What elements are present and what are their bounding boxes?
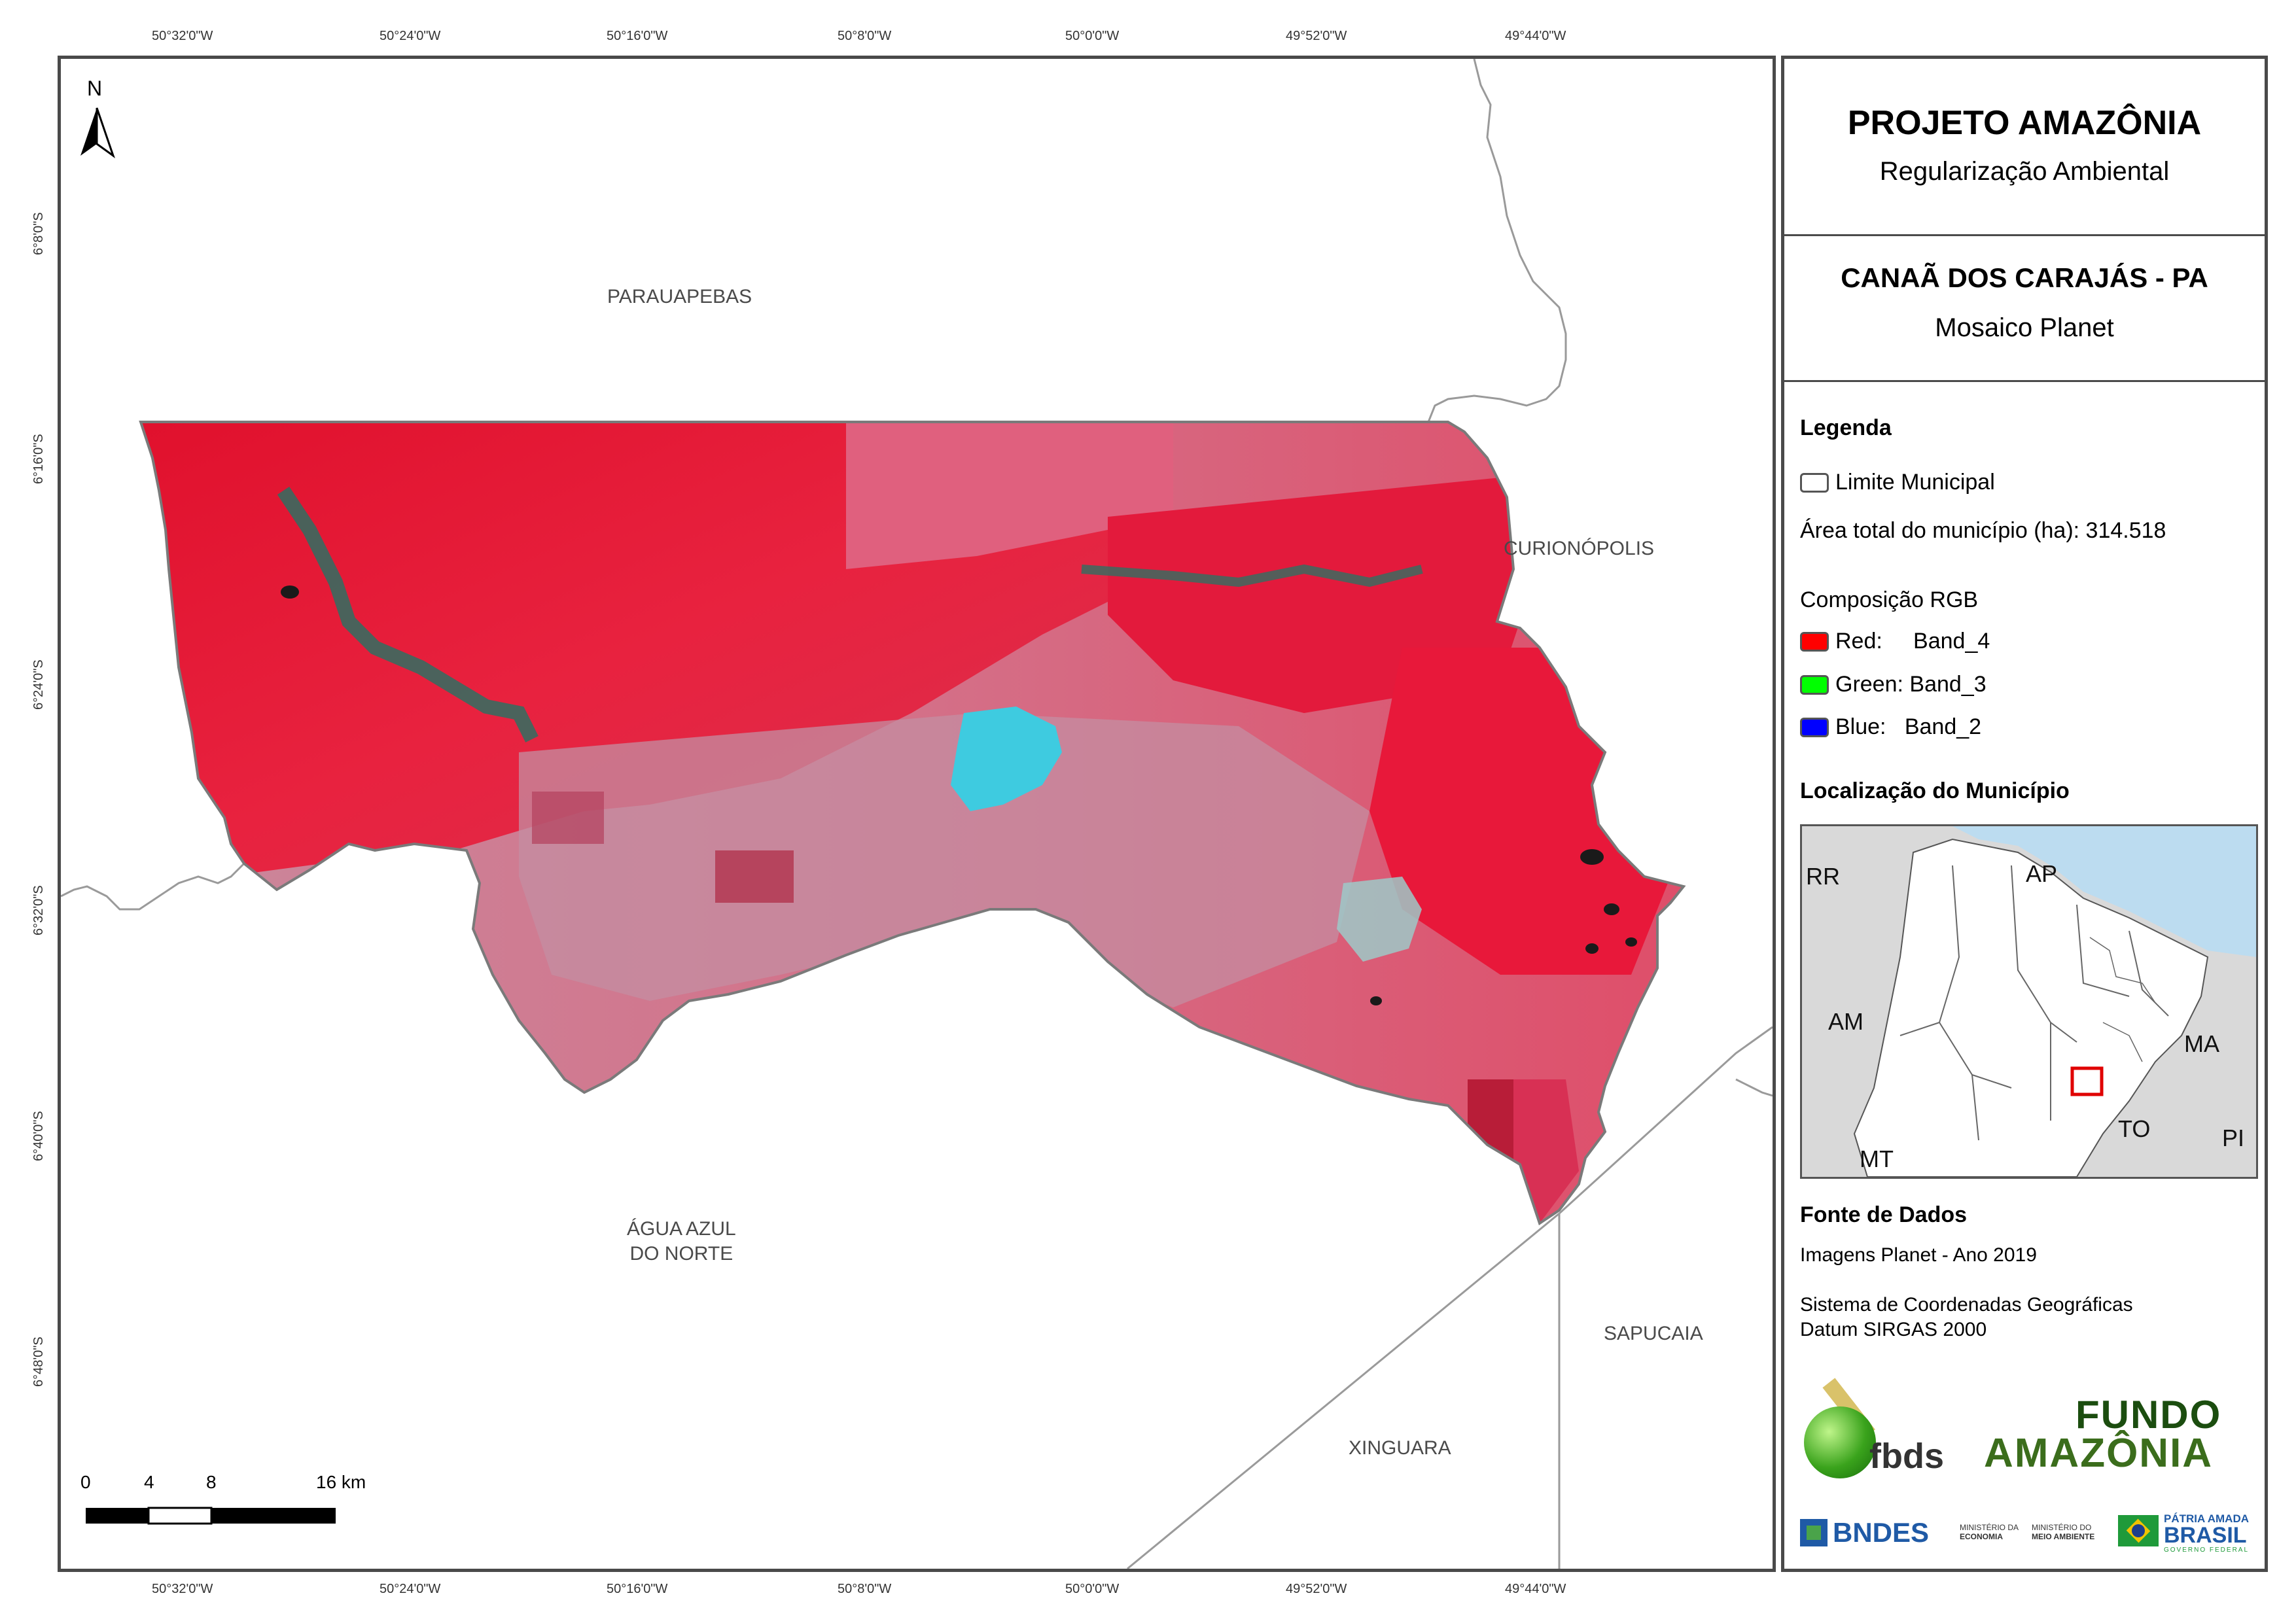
coord-bottom-6: 49°44'0"W — [1505, 1582, 1566, 1596]
fundo-text: FUNDO — [2075, 1393, 2222, 1437]
min-economia-text-2: ECONOMIA — [1960, 1532, 2003, 1541]
north-label: N — [87, 77, 103, 100]
scale-label-8: 8 — [206, 1472, 217, 1492]
source-images: Imagens Planet - Ano 2019 — [1800, 1244, 2037, 1266]
rgb-red: Red: Band_4 — [1835, 629, 1990, 654]
coord-bottom-1: 50°24'0"W — [380, 1582, 441, 1596]
mosaic-label: Mosaico Planet — [1935, 313, 2114, 342]
label-agua-azul: ÁGUA AZUL DO NORTE — [627, 1217, 736, 1266]
project-subtitle: Regularização Ambiental — [1879, 157, 2170, 186]
fundo-amazonia-logo: FUNDO AMAZÔNIA — [1984, 1392, 2259, 1477]
location-title: Localização do Município — [1800, 778, 2070, 803]
fbds-logo: fbds — [1804, 1374, 1961, 1478]
min-economia-text-1: MINISTÉRIO DA — [1960, 1523, 2019, 1532]
project-title: PROJETO AMAZÔNIA — [1847, 104, 2202, 142]
green-swatch-icon — [1800, 675, 1829, 695]
min-ma-text-1: MINISTÉRIO DO — [2032, 1523, 2092, 1532]
coord-left-4: 6°40'0"S — [31, 1111, 46, 1161]
municipal-boundary — [139, 421, 1686, 1226]
amazonia-text: AMAZÔNIA — [1984, 1431, 2214, 1476]
rgb-blue: Blue: Band_2 — [1835, 714, 1982, 739]
min-economia-logo: MINISTÉRIO DA ECONOMIA — [1960, 1523, 2019, 1541]
source-datum: Datum SIRGAS 2000 — [1800, 1319, 1987, 1340]
brazil-flag-icon — [2118, 1515, 2159, 1546]
limit-swatch-icon — [1800, 473, 1829, 493]
patria-text-3: GOVERNO FEDERAL — [2164, 1546, 2250, 1554]
coord-top-4: 50°0'0"W — [1065, 29, 1120, 43]
municipality-title: CANAÃ DOS CARAJÁS - PA — [1841, 262, 2208, 293]
coord-left-1: 6°16'0"S — [31, 434, 46, 484]
label-agua-azul-line2: DO NORTE — [629, 1243, 733, 1265]
loc-rr: RR — [1806, 863, 1840, 890]
map-frame[interactable]: N PARAUAPEBAS CURIONÓPOLIS ÁGUA AZUL DO … — [58, 56, 1776, 1572]
loc-mt: MT — [1860, 1145, 1894, 1172]
municipality-section: CANAÃ DOS CARAJÁS - PA Mosaico Planet — [1784, 236, 2265, 382]
source-coord-system: Sistema de Coordenadas Geográficas — [1800, 1294, 2133, 1316]
coord-top-3: 50°8'0"W — [838, 29, 892, 43]
title-section: PROJETO AMAZÔNIA Regularização Ambiental — [1784, 59, 2265, 236]
legend-title: Legenda — [1800, 415, 1892, 440]
source-title: Fonte de Dados — [1800, 1202, 1968, 1227]
coord-left-2: 6°24'0"S — [31, 659, 46, 710]
scale-label-16: 16 km — [316, 1472, 366, 1492]
label-agua-azul-line1: ÁGUA AZUL — [627, 1218, 736, 1240]
red-swatch-icon — [1800, 632, 1829, 652]
coord-left-0: 6°8'0"S — [31, 212, 46, 255]
loc-pi: PI — [2222, 1125, 2245, 1151]
coord-bottom-4: 50°0'0"W — [1065, 1582, 1120, 1596]
location-map: RR AP AM MA TO PI MT — [1800, 824, 2258, 1179]
blue-swatch-icon — [1800, 718, 1829, 737]
map-canvas — [61, 59, 1773, 1569]
coord-left-3: 6°32'0"S — [31, 885, 46, 935]
loc-ap: AP — [2026, 860, 2058, 887]
min-ma-text-2: MEIO AMBIENTE — [2032, 1532, 2095, 1541]
patria-amada-logo: PÁTRIA AMADA BRASIL GOVERNO FEDERAL — [2118, 1512, 2262, 1554]
info-panel: PROJETO AMAZÔNIA Regularização Ambiental… — [1781, 56, 2268, 1572]
patria-text-1: PÁTRIA AMADA — [2164, 1512, 2250, 1525]
rgb-title: Composição RGB — [1800, 587, 1979, 612]
fbds-logo-text: fbds — [1869, 1437, 1944, 1476]
coord-top-0: 50°32'0"W — [152, 29, 213, 43]
label-parauapebas: PARAUAPEBAS — [607, 286, 752, 307]
legend-area: Área total do município (ha): 314.518 — [1800, 518, 2166, 543]
legend-limit: Limite Municipal — [1835, 470, 1995, 495]
label-xinguara: XINGUARA — [1349, 1437, 1451, 1459]
loc-am: AM — [1828, 1008, 1863, 1035]
coord-bottom-0: 50°32'0"W — [152, 1582, 213, 1596]
label-curionopolis: CURIONÓPOLIS — [1504, 538, 1655, 559]
coord-top-6: 49°44'0"W — [1505, 29, 1566, 43]
coord-bottom-3: 50°8'0"W — [838, 1582, 892, 1596]
scale-bar — [86, 1507, 336, 1525]
coord-top-1: 50°24'0"W — [380, 29, 441, 43]
coord-top-2: 50°16'0"W — [607, 29, 668, 43]
patria-text-2: BRASIL — [2164, 1523, 2247, 1548]
bndes-logo: BNDES — [1800, 1516, 1929, 1549]
bndes-text: BNDES — [1833, 1517, 1930, 1548]
loc-ma: MA — [2184, 1030, 2219, 1057]
coord-bottom-2: 50°16'0"W — [607, 1582, 668, 1596]
min-meio-ambiente-logo: MINISTÉRIO DO MEIO AMBIENTE — [2032, 1523, 2094, 1541]
north-arrow-icon — [80, 107, 115, 158]
scale-label-0: 0 — [80, 1472, 91, 1492]
label-sapucaia: SAPUCAIA — [1604, 1323, 1703, 1344]
coord-bottom-5: 49°52'0"W — [1286, 1582, 1347, 1596]
loc-to: TO — [2118, 1115, 2151, 1142]
coord-left-5: 6°48'0"S — [31, 1336, 46, 1387]
coord-top-5: 49°52'0"W — [1286, 29, 1347, 43]
rgb-green: Green: Band_3 — [1835, 672, 1987, 697]
scale-label-4: 4 — [144, 1472, 154, 1492]
